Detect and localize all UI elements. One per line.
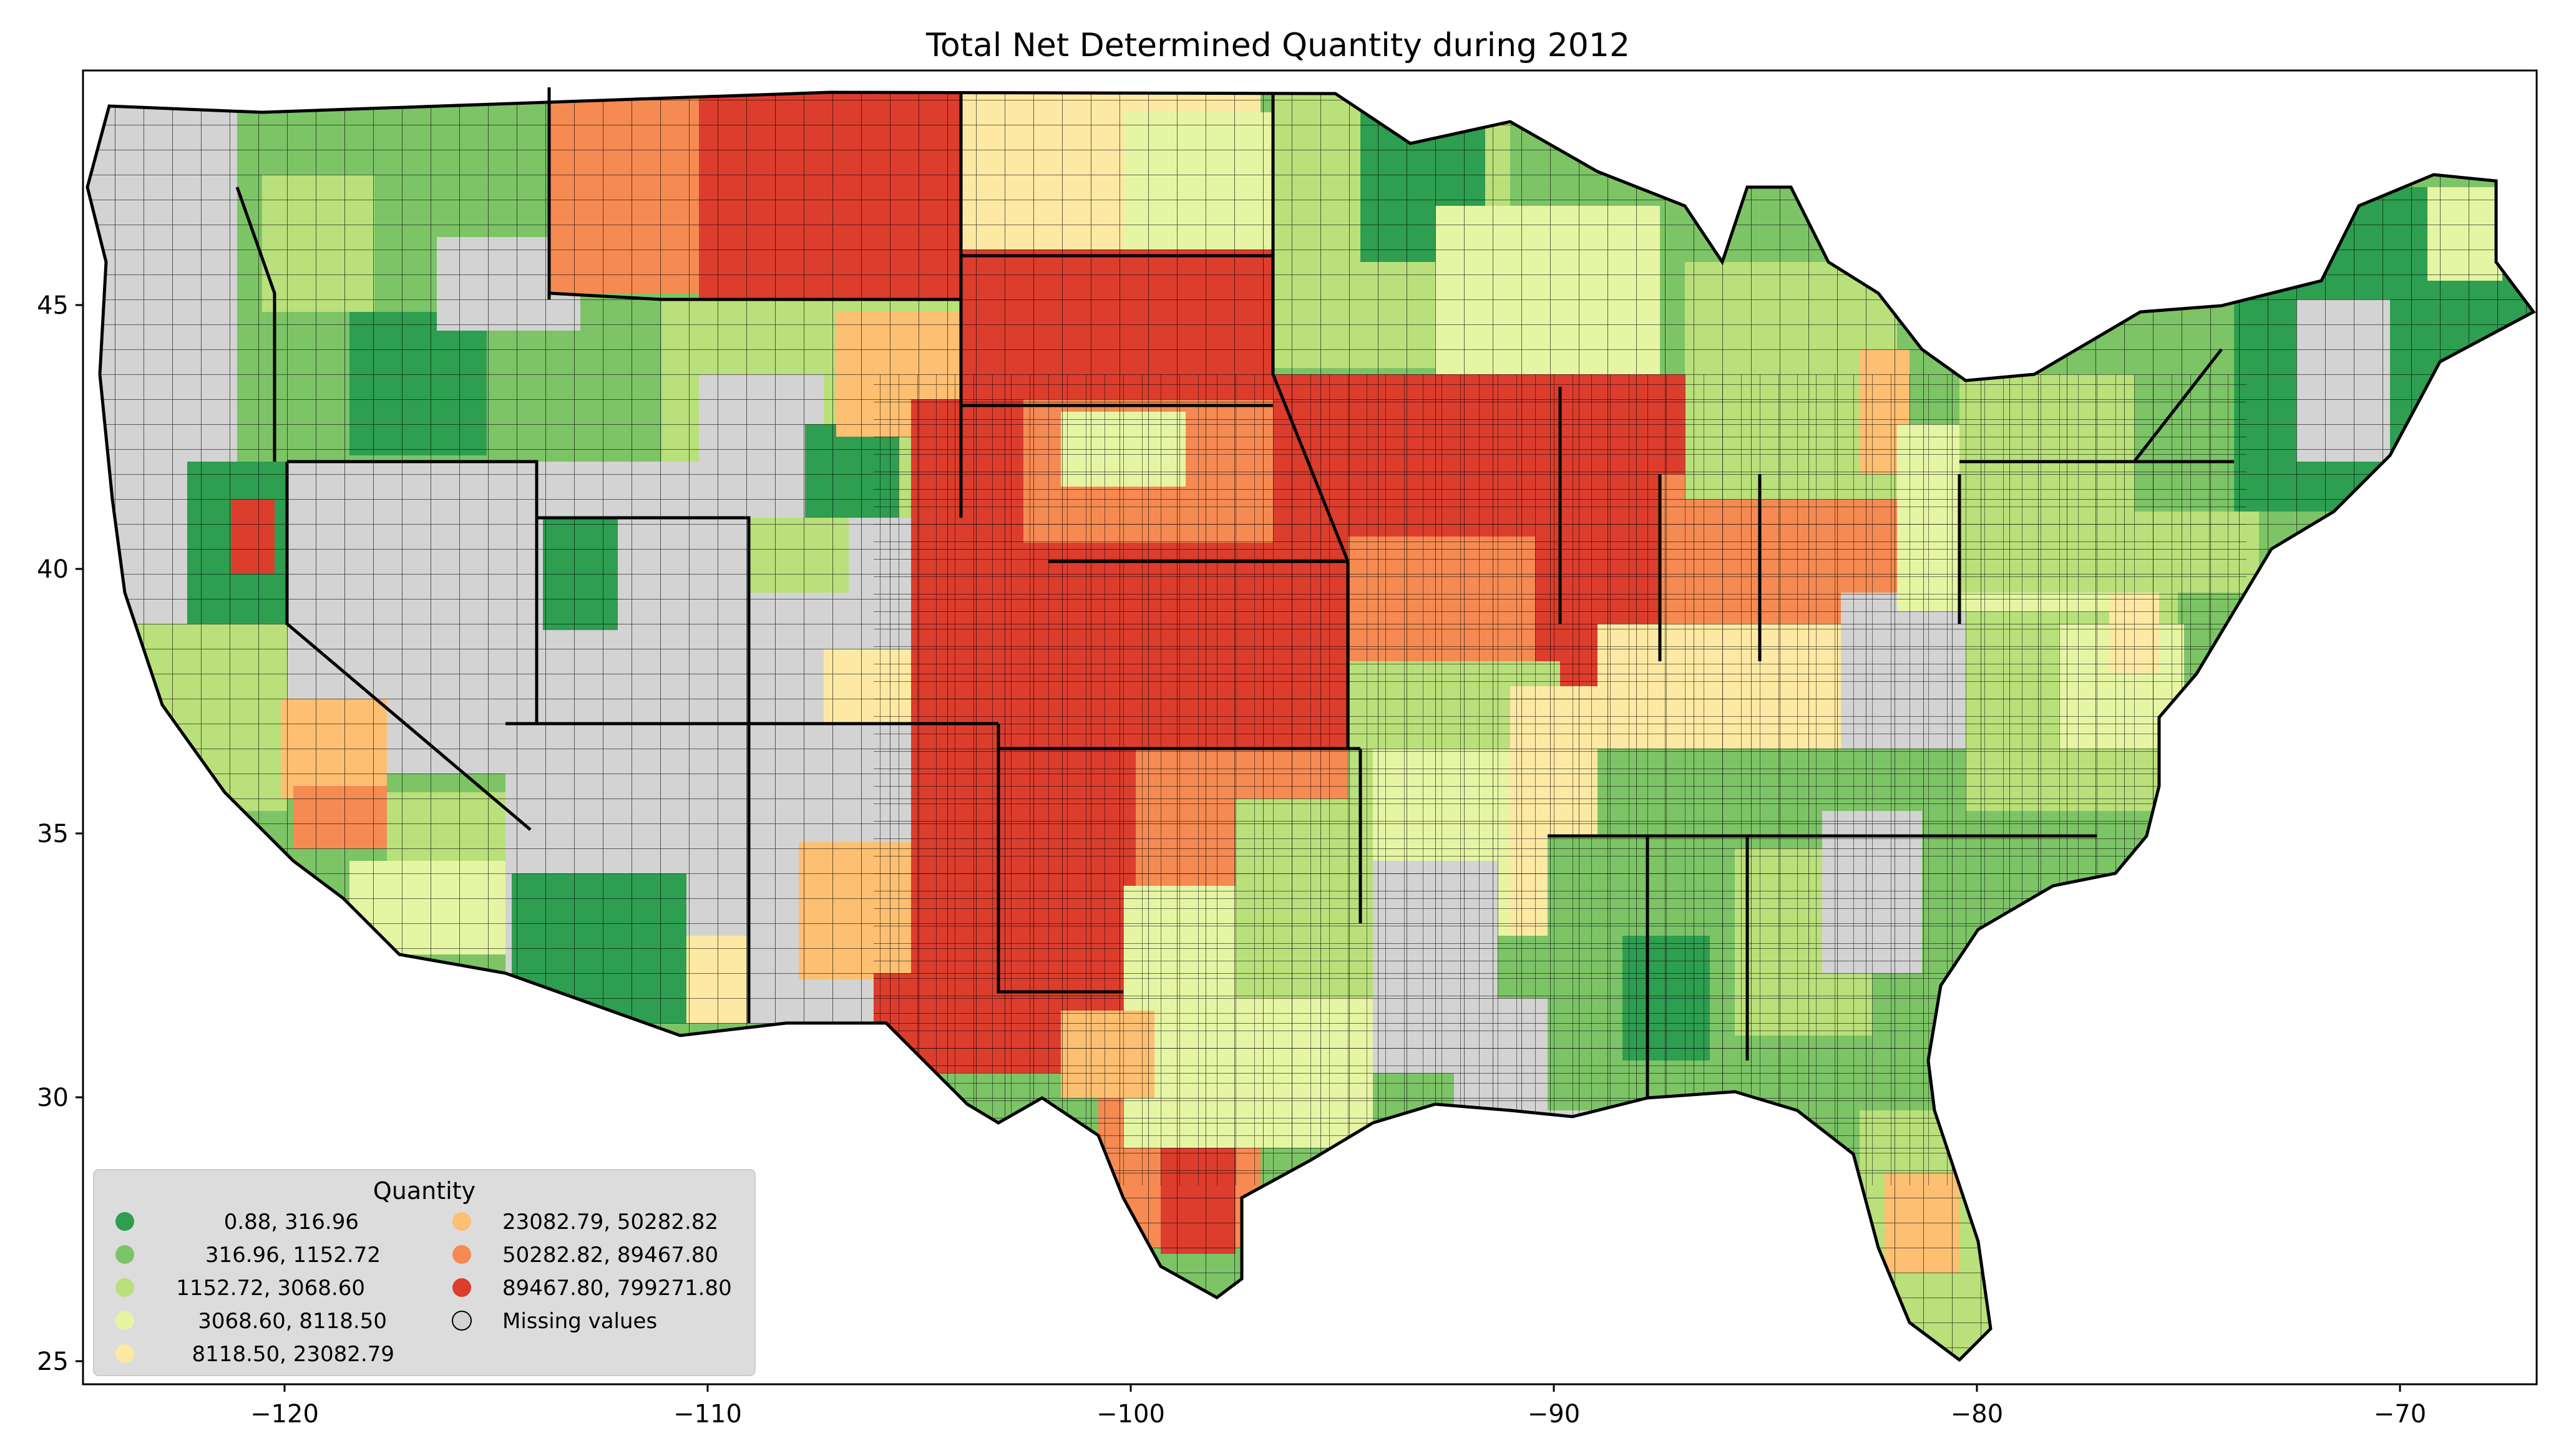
legend-label: 8118.50, 23082.79	[192, 1342, 394, 1367]
legend-swatch	[115, 1245, 134, 1264]
x-tick-label: −110	[673, 1400, 742, 1429]
legend-label: 89467.80, 799271.80	[502, 1276, 732, 1301]
legend-swatch	[452, 1311, 472, 1331]
legend-swatch	[115, 1278, 134, 1297]
legend-swatch	[115, 1311, 134, 1330]
legend-label: 0.88, 316.96	[224, 1210, 359, 1235]
legend-swatch	[452, 1212, 471, 1231]
legend-swatch	[115, 1344, 134, 1363]
y-tick-label: 40	[37, 555, 69, 584]
y-tick-label: 25	[37, 1347, 69, 1376]
legend-label: 1152.72, 3068.60	[176, 1276, 365, 1301]
y-tick-label: 30	[37, 1084, 69, 1112]
legend-label: 3068.60, 8118.50	[198, 1309, 387, 1334]
x-tick-label: −70	[2374, 1400, 2426, 1429]
legend-label: 23082.79, 50282.82	[502, 1210, 718, 1235]
chart-title: Total Net Determined Quantity during 201…	[925, 27, 1630, 64]
y-tick-label: 35	[37, 820, 69, 848]
state-boundaries	[235, 87, 2234, 1098]
x-tick-label: −90	[1528, 1400, 1580, 1429]
x-axis: −120 −110 −100 −90 −80 −70	[250, 1384, 2426, 1429]
y-tick-label: 45	[37, 291, 69, 320]
legend-label: 50282.82, 89467.80	[502, 1243, 718, 1268]
legend-swatch	[452, 1245, 471, 1264]
x-tick-label: −100	[1096, 1400, 1165, 1429]
legend-box	[93, 1169, 756, 1376]
x-tick-label: −80	[1951, 1400, 2003, 1429]
legend-swatch	[452, 1278, 471, 1297]
legend-label: Missing values	[502, 1309, 657, 1334]
legend: Quantity 0.88, 316.96 316.96, 1152.72 11…	[93, 1169, 756, 1376]
legend-label: 316.96, 1152.72	[205, 1243, 381, 1268]
y-axis: 25 30 35 40 45	[37, 291, 83, 1376]
legend-title: Quantity	[373, 1177, 476, 1205]
x-tick-label: −120	[250, 1400, 319, 1429]
legend-swatch	[115, 1212, 134, 1231]
